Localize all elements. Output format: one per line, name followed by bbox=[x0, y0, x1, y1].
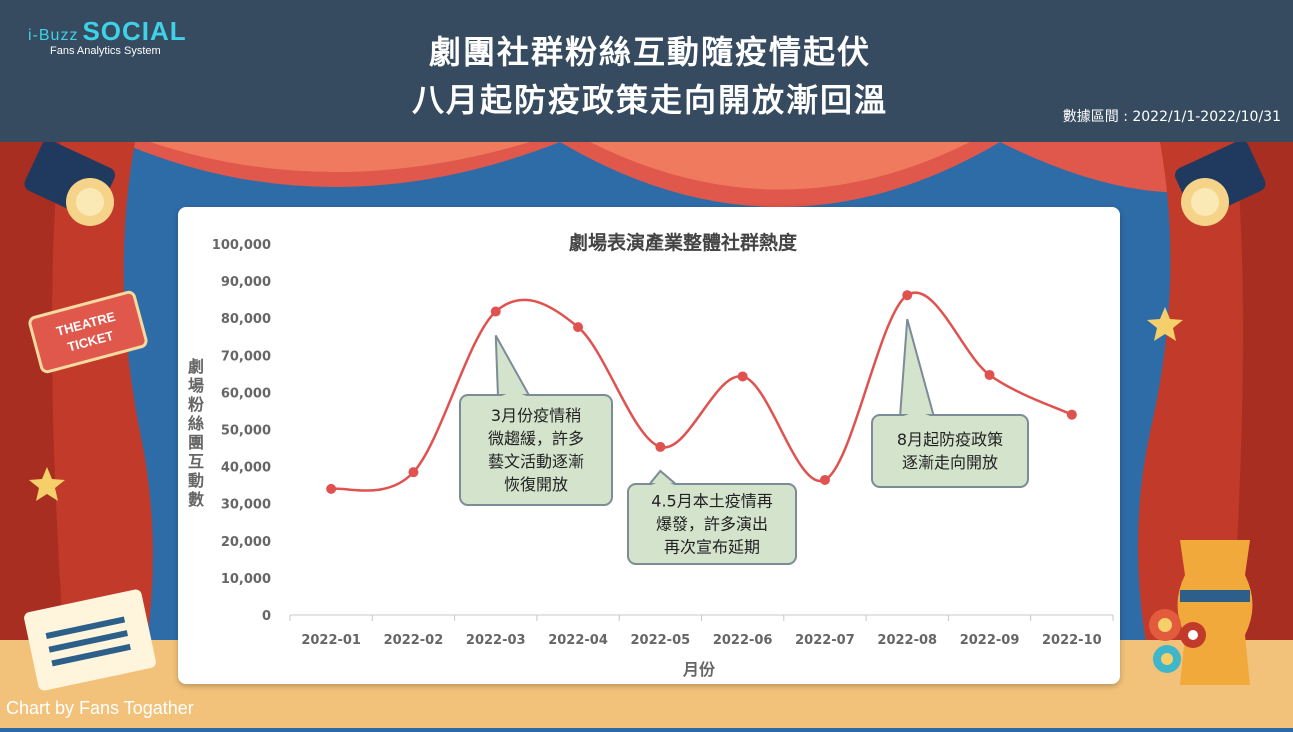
logo-name-o: O bbox=[100, 16, 123, 46]
y-axis-label-char: 場 bbox=[188, 376, 204, 395]
theatre-ticket-icon: THEATRE TICKET bbox=[28, 290, 148, 374]
callout-pointer bbox=[494, 335, 532, 398]
line-chart: 劇場表演產業整體社群熱度 0 10,000 20,000 30,000 40,000 50… bbox=[188, 231, 1114, 679]
callout-text: 藝文活動逐漸 bbox=[488, 452, 584, 471]
logo-name-right: CIAL bbox=[122, 16, 187, 46]
callout-text: 微趨緩，許多 bbox=[488, 429, 584, 448]
callout-pointer bbox=[898, 318, 936, 418]
x-tick-label: 2022-09 bbox=[960, 633, 1020, 648]
chart-credit: Chart by Fans Togather bbox=[6, 698, 194, 719]
star-icon bbox=[29, 467, 65, 501]
callout-joint bbox=[901, 411, 933, 417]
y-tick-label: 30,000 bbox=[221, 498, 271, 513]
callout-text: 再次宣布延期 bbox=[664, 538, 760, 557]
callout-text: 8月起防疫政策 bbox=[897, 430, 1003, 449]
x-tick-label: 2022-05 bbox=[631, 633, 691, 648]
spotlight-right-icon bbox=[1174, 140, 1266, 226]
logo-wordmark: i-Buzz SOCIAL bbox=[28, 16, 187, 47]
y-tick-label: 90,000 bbox=[221, 275, 271, 290]
y-axis-label-char: 絲 bbox=[188, 414, 204, 433]
credit-name: Fans Togather bbox=[79, 698, 194, 718]
y-axis-label-char: 數 bbox=[188, 490, 204, 509]
data-point bbox=[902, 290, 913, 301]
valance-left-inner bbox=[150, 142, 530, 172]
x-axis-label: 月份 bbox=[682, 660, 716, 679]
series-line bbox=[330, 291, 1073, 492]
logo-prefix: i-Buzz bbox=[28, 27, 79, 44]
chart-title: 劇場表演產業整體社群熱度 bbox=[569, 231, 798, 254]
data-point bbox=[326, 483, 337, 494]
callout-box bbox=[459, 394, 613, 506]
callout-box bbox=[871, 414, 1029, 488]
data-point bbox=[737, 371, 748, 382]
spotlight-left-icon bbox=[24, 140, 116, 226]
y-tick-label: 40,000 bbox=[221, 461, 271, 476]
y-tick-label: 50,000 bbox=[221, 424, 271, 439]
data-point bbox=[984, 369, 995, 380]
data-point bbox=[819, 474, 830, 485]
callout-text: 爆發，許多演出 bbox=[656, 515, 768, 534]
script-scroll-icon bbox=[24, 589, 156, 691]
y-tick-label: 20,000 bbox=[221, 535, 271, 550]
callout-box bbox=[627, 483, 797, 565]
y-tick-label: 100,000 bbox=[212, 238, 271, 253]
x-tick-label: 2022-03 bbox=[466, 633, 526, 648]
data-point bbox=[1066, 409, 1077, 420]
y-tick-label: 10,000 bbox=[221, 572, 271, 587]
y-tick-label: 60,000 bbox=[221, 386, 271, 401]
data-point bbox=[490, 306, 501, 317]
page-title: 劇團社群粉絲互動隨疫情起伏 八月起防疫政策走向開放漸回溫 bbox=[320, 28, 980, 124]
y-tick-label: 80,000 bbox=[221, 312, 271, 327]
data-point bbox=[408, 467, 419, 478]
star-icon bbox=[1147, 307, 1183, 341]
x-tick-label: 2022-04 bbox=[548, 633, 608, 648]
y-tick-label: 70,000 bbox=[221, 349, 271, 364]
data-period: 數據區間 : 2022/1/1-2022/10/31 bbox=[1062, 109, 1281, 125]
y-axis-label-char: 團 bbox=[188, 433, 204, 452]
curtain-left-fold bbox=[0, 142, 70, 728]
y-axis-label-char: 粉 bbox=[188, 395, 204, 414]
credit-prefix: Chart by bbox=[6, 698, 80, 718]
title-line-1: 劇團社群粉絲互動隨疫情起伏 bbox=[428, 33, 871, 71]
brand-logo: i-Buzz SOCIAL Fans Analytics System bbox=[28, 16, 187, 57]
valance-center-inner bbox=[590, 142, 970, 190]
x-tick-label: 2022-02 bbox=[384, 633, 444, 648]
callout-text: 恢復開放 bbox=[504, 475, 568, 494]
callout-joint bbox=[649, 480, 677, 486]
callout-text: 3月份疫情稍 bbox=[491, 406, 581, 425]
title-line-2: 八月起防疫政策走向開放漸回溫 bbox=[411, 81, 888, 119]
x-tick-label: 2022-07 bbox=[795, 633, 855, 648]
logo-tagline: Fans Analytics System bbox=[50, 45, 161, 57]
y-axis-label-char: 動 bbox=[188, 471, 204, 490]
x-tick-label: 2022-01 bbox=[301, 633, 361, 648]
y-axis-label-char: 互 bbox=[188, 452, 204, 471]
y-axis-label-char: 劇 bbox=[188, 357, 204, 376]
x-tick-label: 2022-10 bbox=[1042, 633, 1102, 648]
header-bar: i-Buzz SOCIAL Fans Analytics System 劇團社群粉… bbox=[0, 0, 1293, 142]
callout-text: 逐漸走向開放 bbox=[902, 453, 998, 472]
vase-flowers-icon bbox=[1149, 540, 1253, 685]
logo-name-left: S bbox=[82, 16, 101, 46]
x-tick-label: 2022-08 bbox=[877, 633, 937, 648]
callout-text: 4.5月本土疫情再 bbox=[651, 492, 772, 511]
callout-joint bbox=[499, 391, 529, 397]
y-tick-label: 0 bbox=[262, 609, 271, 624]
data-point bbox=[573, 322, 584, 333]
chart-panel: 劇場表演產業整體社群熱度 0 10,000 20,000 30,000 40,000 50… bbox=[178, 207, 1120, 684]
x-tick-label: 2022-06 bbox=[713, 633, 773, 648]
data-point bbox=[655, 441, 666, 452]
